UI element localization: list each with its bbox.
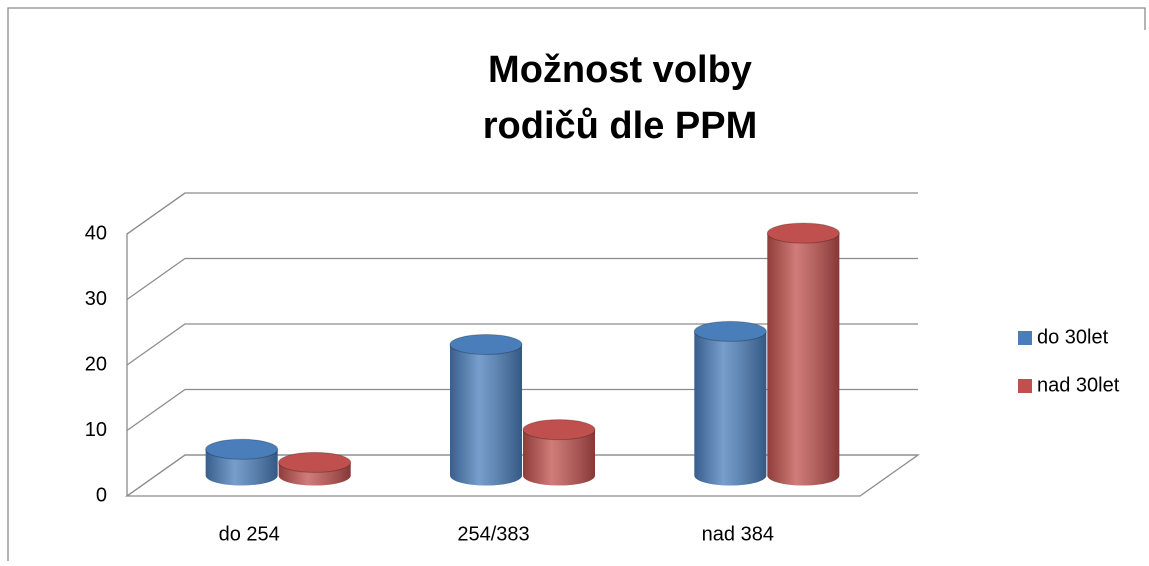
bar-top bbox=[449, 334, 523, 355]
bar-shade bbox=[523, 429, 595, 486]
legend-swatch bbox=[1018, 331, 1032, 345]
bar-top bbox=[278, 451, 352, 473]
y-tick-label: 0 bbox=[96, 484, 107, 506]
bar-shade bbox=[694, 331, 767, 486]
y-tick-label: 10 bbox=[85, 419, 107, 441]
y-tick-label: 40 bbox=[85, 222, 107, 244]
bar-top bbox=[522, 419, 596, 441]
x-tick-label: 254/383 bbox=[457, 523, 529, 545]
grid-line bbox=[126, 192, 918, 235]
grid-line bbox=[126, 323, 918, 366]
chart-title: rodičů dle PPM bbox=[483, 105, 757, 147]
bar-top bbox=[693, 320, 767, 342]
grid-line bbox=[126, 454, 918, 497]
chart-title: Možnost volby bbox=[488, 49, 752, 91]
y-tick-label: 20 bbox=[85, 353, 107, 375]
x-tick-label: do 254 bbox=[219, 523, 280, 545]
grid-line bbox=[126, 257, 918, 301]
legend-label: nad 30let bbox=[1037, 374, 1120, 396]
grid-line bbox=[126, 388, 918, 432]
chart-frame bbox=[7, 7, 1146, 561]
bar-shade bbox=[450, 344, 522, 486]
legend-label: do 30let bbox=[1037, 326, 1109, 348]
bar-shade bbox=[205, 449, 278, 486]
bar-top bbox=[766, 222, 840, 244]
bar-top bbox=[205, 438, 279, 460]
legend-swatch bbox=[1018, 379, 1032, 393]
bar-shade bbox=[767, 233, 840, 486]
x-tick-label: nad 384 bbox=[702, 523, 774, 545]
y-tick-label: 30 bbox=[85, 288, 107, 310]
